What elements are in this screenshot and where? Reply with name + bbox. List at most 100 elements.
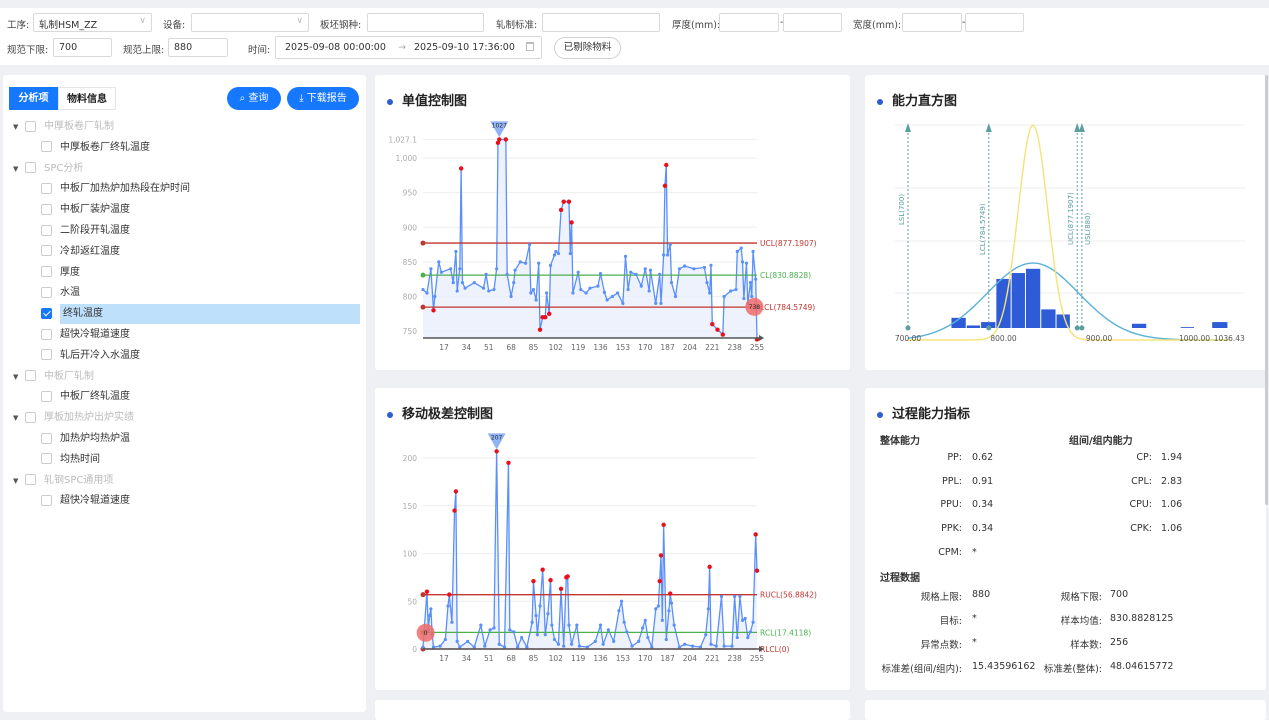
metric-label: 目标: xyxy=(939,616,962,627)
checkbox[interactable] xyxy=(41,328,52,340)
tab-material-info[interactable]: 物料信息 xyxy=(58,87,116,110)
metric-label: CP: xyxy=(1136,452,1152,463)
data-point xyxy=(427,613,432,618)
filter-bar: 工序: 轧制HSM_ZZ ∨ 设备: ∨ 板坯钢种: 轧制标准: 厚度(mm): … xyxy=(0,8,1269,65)
spec-upper-input[interactable]: 880 xyxy=(168,38,228,57)
data-point xyxy=(705,281,709,285)
checkbox[interactable] xyxy=(25,162,36,174)
data-point xyxy=(616,291,620,295)
out-of-control-point xyxy=(543,315,548,320)
thickness-min-input[interactable] xyxy=(719,13,779,32)
data-point xyxy=(554,249,558,254)
tree-item[interactable]: 二阶段开轧温度 xyxy=(13,221,363,241)
data-point xyxy=(639,284,643,288)
tree-group-label: SPC分析 xyxy=(44,162,84,174)
tree-group[interactable]: ▼ 轧钢SPC通用项 xyxy=(13,471,363,491)
tree-group[interactable]: ▼ SPC分析 xyxy=(13,159,363,179)
tree-item[interactable]: 厚度 xyxy=(13,263,363,283)
slab-grade-input[interactable] xyxy=(367,13,484,32)
checkbox[interactable] xyxy=(41,307,52,319)
checkbox[interactable] xyxy=(41,182,52,194)
checkbox[interactable] xyxy=(41,141,52,153)
tree-item[interactable]: 加热炉均热炉温 xyxy=(13,429,363,449)
checkbox[interactable] xyxy=(25,411,36,423)
caret-down-icon[interactable]: ▼ xyxy=(13,414,19,423)
out-of-control-point xyxy=(710,321,715,327)
tree-item[interactable]: 中板厂加热炉加热段在炉时间 xyxy=(13,179,363,199)
checkbox[interactable] xyxy=(41,349,52,361)
out-of-control-point xyxy=(453,489,459,494)
data-point xyxy=(664,637,668,642)
tree-item-label: 中板厂终轧温度 xyxy=(60,391,130,403)
tree-item[interactable]: 超快冷辊道速度 xyxy=(13,491,363,511)
rolling-std-input[interactable] xyxy=(542,13,660,32)
min-pin-icon xyxy=(745,297,764,316)
checkbox[interactable] xyxy=(41,266,52,278)
width-min-input[interactable] xyxy=(902,13,962,32)
tree-item[interactable]: 均热时间 xyxy=(13,450,363,470)
data-point xyxy=(610,294,614,299)
caret-down-icon[interactable]: ▼ xyxy=(13,476,19,485)
tree-item[interactable]: 冷却返红温度 xyxy=(13,242,363,262)
data-point xyxy=(623,254,628,258)
checkbox[interactable] xyxy=(41,245,52,257)
tree-item[interactable]: 终轧温度 xyxy=(13,304,363,325)
data-point xyxy=(439,270,444,274)
data-point xyxy=(529,291,533,295)
data-point xyxy=(455,639,459,643)
checkbox[interactable] xyxy=(41,203,52,215)
equipment-select[interactable]: ∨ xyxy=(191,13,309,32)
metric-label: 标准差(整体): xyxy=(1043,664,1102,675)
tab-analysis-items[interactable]: 分析项 xyxy=(9,87,58,110)
download-report-button[interactable]: ⤓ 下载报告 xyxy=(287,87,359,110)
checkbox[interactable] xyxy=(25,120,36,132)
out-of-control-point xyxy=(558,586,564,592)
data-point xyxy=(443,637,447,642)
caret-down-icon[interactable]: ▼ xyxy=(13,123,19,131)
data-point xyxy=(556,251,561,256)
spec-lower-input[interactable]: 700 xyxy=(53,38,112,57)
tree-group[interactable]: ▼ 厚板加热炉出炉实绩 xyxy=(13,408,363,428)
time-label: 时间: xyxy=(248,45,271,56)
checkbox[interactable] xyxy=(41,494,52,506)
limit-label: RUCL(56.8842) xyxy=(760,591,817,600)
checkbox[interactable] xyxy=(41,286,52,298)
checkbox[interactable] xyxy=(41,224,52,236)
tree-item[interactable]: 水温 xyxy=(13,283,363,303)
scrollbar[interactable] xyxy=(1265,75,1268,505)
x-tick-label: 102 xyxy=(549,343,564,352)
process-select[interactable]: 轧制HSM_ZZ ∨ xyxy=(33,13,152,32)
tree-item[interactable]: 中板厂装炉温度 xyxy=(13,200,363,220)
tree-item[interactable]: 中厚板卷厂终轧温度 xyxy=(13,138,363,158)
tree-item[interactable]: 轧后开冷入水温度 xyxy=(13,346,363,366)
checkbox[interactable] xyxy=(25,474,36,486)
data-point xyxy=(690,644,695,648)
tree-group[interactable]: ▼ 中板厂轧制 xyxy=(13,367,363,387)
caret-down-icon[interactable]: ▼ xyxy=(13,164,19,173)
tree-item[interactable]: 超快冷辊道速度 xyxy=(13,325,363,345)
checkbox[interactable] xyxy=(41,453,52,465)
metric-label: 规格下限: xyxy=(1060,592,1102,603)
data-point xyxy=(643,267,647,271)
max-pin-icon xyxy=(487,433,506,450)
checkbox[interactable] xyxy=(25,370,36,382)
checkbox[interactable] xyxy=(41,390,52,402)
thickness-max-input[interactable] xyxy=(783,13,842,32)
metric-value: 1.94 xyxy=(1161,452,1183,463)
reference-label: UCL(877.1907) xyxy=(1067,192,1075,245)
removed-materials-button[interactable]: 已剔除物料 xyxy=(554,37,621,59)
caret-down-icon[interactable]: ▼ xyxy=(13,372,19,381)
width-max-input[interactable] xyxy=(965,13,1024,32)
time-range-picker[interactable]: 2025-09-08 00:00:00 → 2025-09-10 17:36:0… xyxy=(275,36,542,59)
query-button[interactable]: ⌕ 查询 xyxy=(227,87,281,110)
x-tick-label: 204 xyxy=(683,654,698,663)
data-point xyxy=(662,253,666,257)
x-tick-label: 170 xyxy=(638,343,653,352)
tree-item[interactable]: 中板厂终轧温度 xyxy=(13,387,363,407)
tree-item-label: 加热炉均热炉温 xyxy=(60,433,130,444)
data-point xyxy=(512,281,516,285)
checkbox[interactable] xyxy=(41,432,52,444)
query-label: 查询 xyxy=(248,93,269,104)
tree-group[interactable]: ▼ 中厚板卷厂轧制 xyxy=(13,117,363,137)
data-point xyxy=(634,272,638,276)
